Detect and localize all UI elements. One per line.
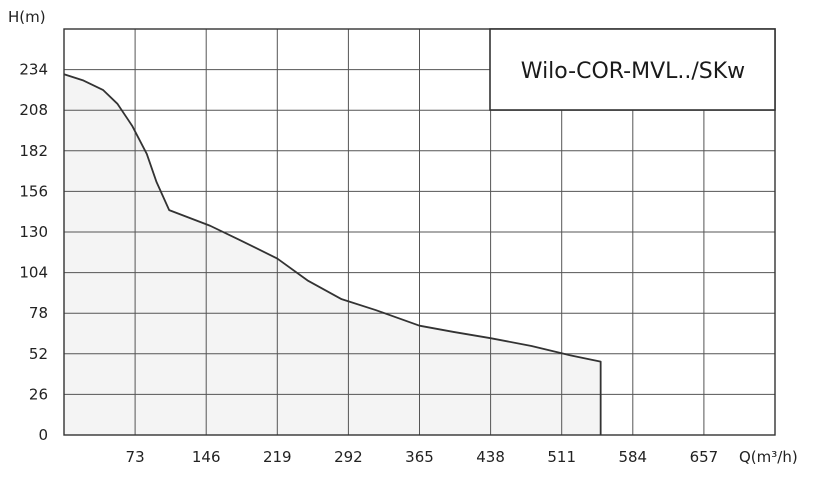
y-tick-label-9: 234 xyxy=(19,61,48,79)
x-tick-label-7: 584 xyxy=(618,448,647,466)
x-tick-label-5: 438 xyxy=(476,448,505,466)
y-tick-label-6: 156 xyxy=(19,182,48,200)
x-tick-label-1: 146 xyxy=(192,448,221,466)
y-tick-label-2: 52 xyxy=(29,345,48,363)
x-tick-label-0: 73 xyxy=(126,448,145,466)
y-tick-label-8: 208 xyxy=(19,101,48,119)
curve-area-fill xyxy=(64,74,601,435)
x-tick-label-4: 365 xyxy=(405,448,434,466)
head-curve-line xyxy=(63,73,602,435)
title-box: Wilo-COR-MVL../SKw xyxy=(489,28,776,111)
y-tick-label-0: 0 xyxy=(38,426,48,444)
chart-title: Wilo-COR-MVL../SKw xyxy=(521,59,745,84)
x-tick-label-2: 219 xyxy=(263,448,292,466)
y-tick-label-4: 104 xyxy=(19,264,48,282)
plot-frame xyxy=(63,28,776,436)
title-box-frame xyxy=(489,28,776,111)
x-tick-label-6: 511 xyxy=(547,448,576,466)
y-tick-labels: 0 26 52 78 104 130 156 182 208 234 xyxy=(19,61,48,444)
y-tick-label-5: 130 xyxy=(19,223,48,241)
y-tick-label-3: 78 xyxy=(29,304,48,322)
y-axis-label: H(m) xyxy=(8,8,46,26)
x-tick-label-3: 292 xyxy=(334,448,363,466)
y-tick-label-7: 182 xyxy=(19,142,48,160)
grid-lines xyxy=(64,29,775,435)
x-tick-label-8: 657 xyxy=(690,448,719,466)
x-tick-labels: 73 146 219 292 365 438 511 584 657 xyxy=(126,448,719,466)
x-axis-label: Q(m³/h) xyxy=(739,448,798,466)
y-tick-label-1: 26 xyxy=(29,385,48,403)
